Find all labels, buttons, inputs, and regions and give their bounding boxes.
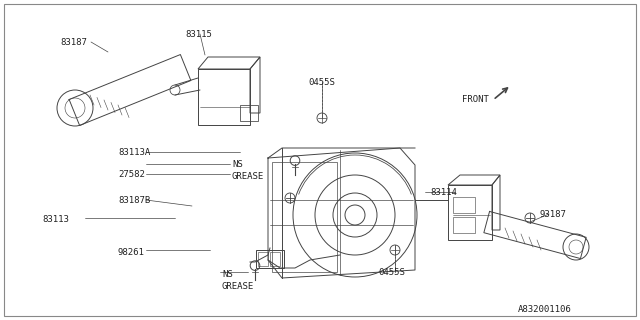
Text: 0455S: 0455S bbox=[378, 268, 405, 277]
Bar bbox=[240, 105, 258, 121]
Text: A832001106: A832001106 bbox=[518, 305, 572, 314]
Text: 83113A: 83113A bbox=[118, 148, 150, 157]
Bar bbox=[256, 250, 284, 268]
Text: 83187: 83187 bbox=[60, 38, 87, 47]
Text: 0455S: 0455S bbox=[308, 78, 335, 87]
Bar bbox=[270, 252, 280, 266]
Text: 83113: 83113 bbox=[42, 215, 69, 224]
Text: GREASE: GREASE bbox=[222, 282, 254, 291]
Text: 93187: 93187 bbox=[540, 210, 567, 219]
Bar bbox=[453, 197, 475, 213]
Bar bbox=[272, 162, 337, 272]
Bar bbox=[258, 252, 268, 266]
Bar bbox=[453, 217, 475, 233]
Text: 98261: 98261 bbox=[118, 248, 145, 257]
Text: 83115: 83115 bbox=[185, 30, 212, 39]
Text: GREASE: GREASE bbox=[232, 172, 264, 181]
Bar bbox=[448, 185, 492, 240]
Text: NS: NS bbox=[222, 270, 233, 279]
Text: 27582: 27582 bbox=[118, 170, 145, 179]
Text: 83114: 83114 bbox=[430, 188, 457, 197]
Text: FRONT: FRONT bbox=[462, 95, 489, 104]
Bar bbox=[198, 69, 250, 125]
Text: NS: NS bbox=[232, 160, 243, 169]
Text: 83187B: 83187B bbox=[118, 196, 150, 205]
